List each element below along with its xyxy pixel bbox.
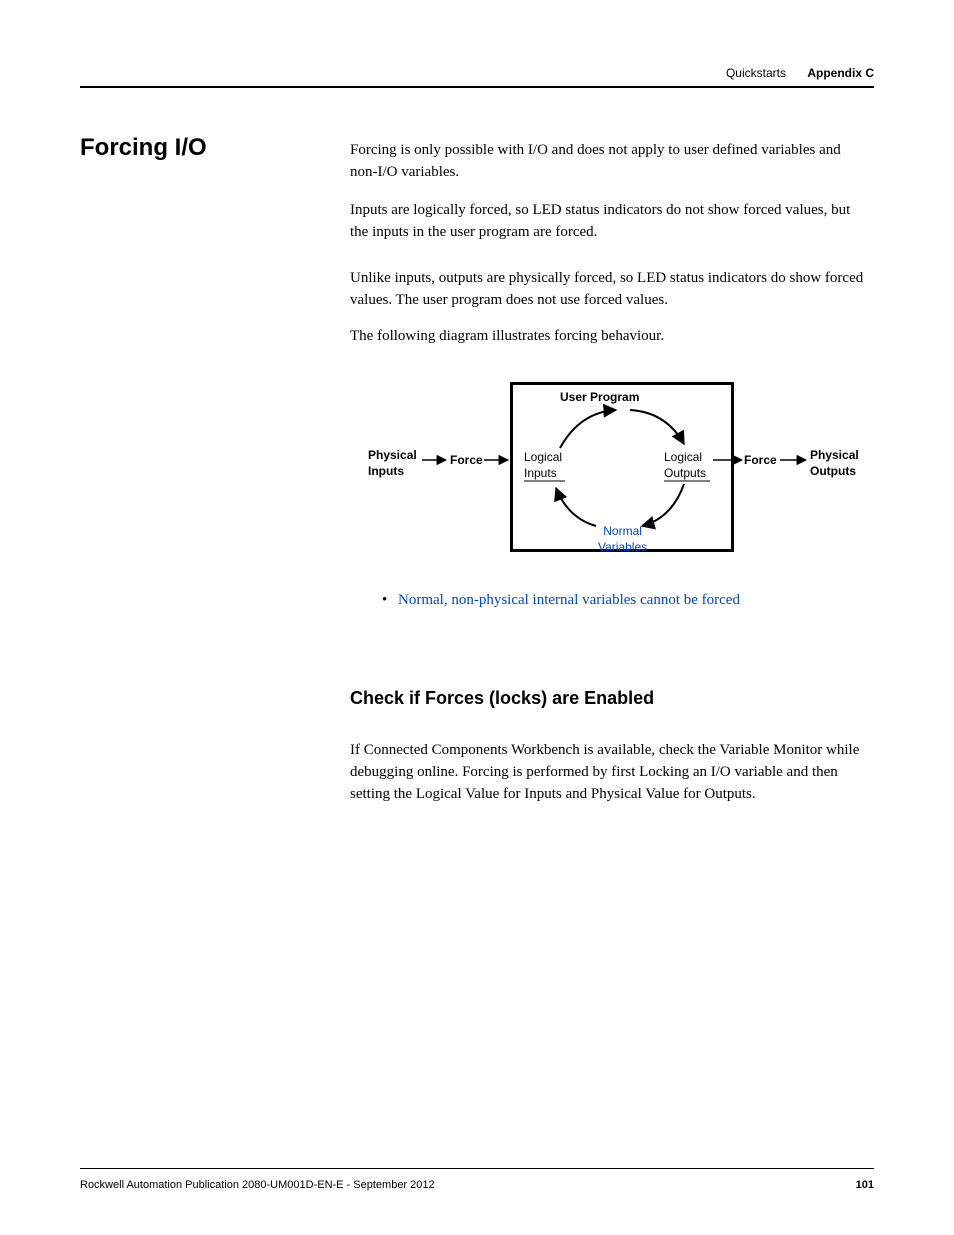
header-rule (80, 86, 874, 88)
page-number: 101 (856, 1179, 874, 1191)
phys-in-2: Inputs (368, 464, 404, 478)
diagram-force-left: Force (450, 453, 483, 467)
diagram-physical-inputs: Physical Inputs (368, 448, 417, 479)
section-title: Forcing I/O (80, 134, 207, 162)
paragraph-1: Forcing is only possible with I/O and do… (350, 140, 870, 184)
phys-in-1: Physical (368, 448, 417, 462)
norm-var-2: Variables (598, 540, 647, 554)
bullet-note: Normal, non-physical internal variables … (398, 592, 868, 609)
log-in-2: Inputs (524, 466, 557, 480)
diagram-physical-outputs: Physical Outputs (810, 448, 859, 479)
page-header: Quickstarts Appendix C (726, 66, 874, 80)
log-out-2: Outputs (664, 466, 706, 480)
phys-out-2: Outputs (810, 464, 856, 478)
paragraph-3: Unlike inputs, outputs are physically fo… (350, 268, 870, 312)
footer-publication: Rockwell Automation Publication 2080-UM0… (80, 1179, 874, 1191)
diagram-user-program: User Program (560, 390, 639, 404)
log-out-1: Logical (664, 450, 702, 464)
diagram-logical-outputs: Logical Outputs (664, 450, 706, 481)
diagram-logical-inputs: Logical Inputs (524, 450, 562, 481)
header-section: Quickstarts (726, 66, 786, 80)
forcing-diagram: User Program Physical Inputs Force Logic… (350, 378, 880, 578)
phys-out-1: Physical (810, 448, 859, 462)
diagram-force-right: Force (744, 453, 777, 467)
norm-var-1: Normal (603, 524, 642, 538)
header-appendix: Appendix C (807, 66, 874, 80)
diagram-normal-variables: Normal Variables (598, 524, 647, 555)
paragraph-4: The following diagram illustrates forcin… (350, 326, 870, 348)
subsection-heading: Check if Forces (locks) are Enabled (350, 688, 654, 709)
paragraph-2: Inputs are logically forced, so LED stat… (350, 200, 870, 244)
log-in-1: Logical (524, 450, 562, 464)
paragraph-5: If Connected Components Workbench is ava… (350, 740, 870, 805)
footer-rule (80, 1168, 874, 1169)
